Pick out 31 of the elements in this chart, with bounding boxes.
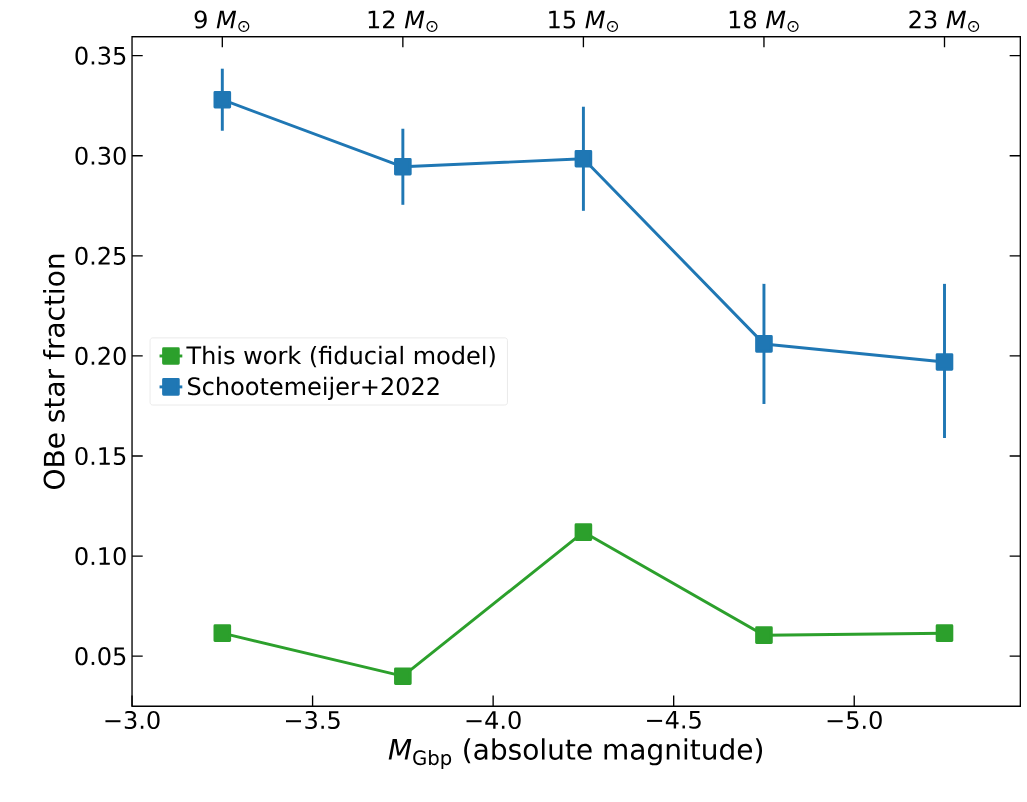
y-tick-label: 0.10	[75, 546, 126, 566]
point	[574, 149, 593, 168]
x-axis-title: M$_{Gbp}$ (absolute magnitude)	[388, 738, 763, 769]
point	[574, 523, 593, 541]
x-tick-label: −3.5	[285, 710, 340, 729]
annotation: 15 M$_{⊙}$	[549, 10, 619, 32]
annotation: 23 M$_{⊙}$	[909, 10, 980, 32]
point	[213, 90, 232, 109]
x-tick-label: −4.0	[466, 710, 521, 729]
legend-label: Schootemeijer+2022	[188, 376, 439, 400]
point	[935, 624, 954, 642]
x-tick-label: −5.0	[827, 710, 882, 729]
y-tick-label: 0.25	[75, 246, 126, 265]
point	[755, 334, 773, 353]
point	[755, 626, 773, 644]
point	[394, 667, 412, 685]
x-tick-label: −4.5	[647, 710, 701, 729]
annotation: 18 M$_{⊙}$	[729, 10, 799, 32]
y-tick-label: 0.05	[75, 646, 126, 666]
annotation: 12 M$_{⊙}$	[368, 10, 438, 32]
y-axis-title: OBe star fraction	[43, 254, 65, 489]
y-tick-label: 0.35	[75, 46, 126, 65]
annotation: 9 M$_{⊙}$	[194, 10, 250, 32]
point	[213, 624, 232, 642]
y-tick-label: 0.15	[75, 446, 126, 465]
y-tick-label: 0.30	[75, 146, 126, 165]
point	[394, 157, 412, 176]
point	[935, 353, 954, 371]
legend-label: This work (fiducial model)	[186, 345, 495, 368]
y-tick-label: 0.20	[75, 346, 126, 365]
x-tick-label: −3.0	[105, 710, 160, 729]
